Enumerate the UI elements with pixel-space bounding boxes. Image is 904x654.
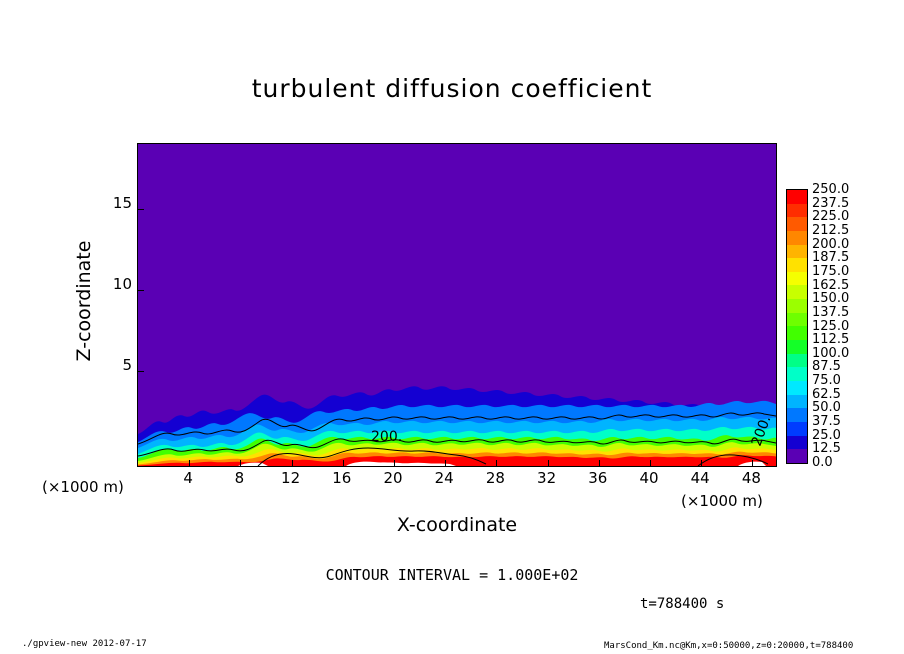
colorbar-segment	[787, 217, 807, 231]
colorbar-tick-label: 50.0	[812, 400, 841, 416]
colorbar-segment	[787, 435, 807, 450]
colorbar-segment	[787, 299, 807, 313]
colorbar-tick-label: 225.0	[812, 209, 850, 225]
colorbar-tick-label: 212.5	[812, 222, 850, 238]
x-tickmark	[291, 460, 293, 466]
contour-plot: 200. 200.	[137, 143, 777, 467]
time-note: t=788400 s	[640, 596, 725, 612]
contour-field	[138, 144, 776, 466]
x-axis-ticks: 4 8 12 16 20 24 28 32 36 40 44 48	[137, 469, 777, 489]
x-tickmark	[445, 460, 447, 466]
x-unit-right: (×1000 m)	[681, 492, 763, 510]
x-tickmark	[752, 460, 754, 466]
x-tick-40: 40	[639, 469, 659, 487]
colorbar-segment	[787, 230, 807, 245]
y-tick-5: 5	[122, 356, 132, 374]
colorbar-segment	[787, 285, 807, 300]
x-tick-20: 20	[383, 469, 403, 487]
x-tickmark	[496, 460, 498, 466]
colorbar-segment	[787, 258, 807, 272]
footer-right: MarsCond_Km.nc@Km,x=0:50000,z=0:20000,t=…	[604, 641, 854, 651]
colorbar-tick-label: 62.5	[812, 386, 841, 402]
colorbar-segment	[787, 367, 807, 381]
x-tickmark	[189, 460, 191, 466]
colorbar-tick-label: 100.0	[812, 345, 850, 361]
x-tickmark	[240, 460, 242, 466]
colorbar-tick-label: 137.5	[812, 304, 850, 320]
colorbar-segment	[787, 449, 807, 463]
colorbar-tick-label: 75.0	[812, 373, 841, 389]
x-tickmark	[394, 460, 395, 466]
x-unit-left: (×1000 m)	[42, 478, 124, 496]
colorbar-tick-label: 237.5	[812, 195, 850, 211]
x-tickmark	[650, 460, 651, 466]
x-axis-label: X-coordinate	[396, 514, 518, 536]
contour-interval-note: CONTOUR INTERVAL = 1.000E+02	[325, 566, 579, 584]
y-tick-10: 10	[112, 275, 132, 293]
colorbar-tick-label: 87.5	[812, 359, 841, 375]
colorbar-segment	[787, 353, 807, 368]
x-tickmark	[701, 460, 703, 466]
colorbar-tick-label: 200.0	[812, 236, 850, 252]
colorbar-segment	[787, 408, 807, 422]
colorbar-tick-label: 112.5	[812, 332, 850, 348]
x-tick-28: 28	[485, 469, 505, 487]
colorbar-segment	[787, 326, 807, 341]
colorbar-segment	[787, 271, 807, 286]
x-tick-24: 24	[434, 469, 454, 487]
y-tick-15: 15	[112, 194, 132, 212]
y-axis-label: Z-coordinate	[73, 240, 95, 362]
page-title: turbulent diffusion coefficient	[251, 74, 653, 103]
x-tick-32: 32	[537, 469, 557, 487]
colorbar-tick-label: 125.0	[812, 318, 850, 334]
colorbar-tick-label: 150.0	[812, 291, 850, 307]
colorbar-labels: 250.0 237.5 225.0 212.5 200.0 187.5 175.0 162.5…	[812, 183, 882, 473]
colorbar-tick-label: 187.5	[812, 250, 850, 266]
x-tick-8: 8	[234, 469, 245, 487]
x-tick-16: 16	[332, 469, 352, 487]
colorbar-tick-label: 0.0	[812, 455, 833, 470]
colorbar-tick-label: 25.0	[812, 427, 841, 443]
y-axis-ticks: 5 10 15	[90, 143, 132, 467]
colorbar	[786, 189, 808, 464]
y-tickmark	[138, 289, 144, 291]
colorbar-segment	[787, 421, 807, 436]
x-tickmark	[598, 460, 600, 466]
colorbar-segment	[787, 244, 807, 259]
colorbar-tick-label: 162.5	[812, 277, 850, 293]
colorbar-segment	[787, 203, 807, 218]
colorbar-segment	[787, 340, 807, 354]
x-tick-44: 44	[690, 469, 710, 487]
colorbar-segment	[787, 394, 807, 409]
x-tick-4: 4	[183, 469, 193, 487]
footer-left: ./gpview-new 2012-07-17	[22, 639, 147, 649]
colorbar-tick-label: 37.5	[812, 414, 841, 430]
colorbar-segment	[787, 380, 807, 395]
x-tick-12: 12	[281, 469, 301, 487]
x-tick-48: 48	[741, 469, 761, 487]
y-tickmark	[138, 370, 144, 372]
colorbar-tick-label: 250.0	[812, 182, 850, 197]
x-tickmark	[547, 460, 549, 466]
colorbar-tick-label: 175.0	[812, 263, 850, 279]
x-tick-36: 36	[588, 469, 608, 487]
contour-label-200-a: 200.	[371, 429, 403, 445]
x-tickmark	[342, 460, 344, 466]
colorbar-segment	[787, 190, 807, 204]
colorbar-segment	[787, 312, 807, 327]
colorbar-tick-label: 12.5	[812, 441, 841, 457]
y-tickmark	[138, 208, 144, 210]
